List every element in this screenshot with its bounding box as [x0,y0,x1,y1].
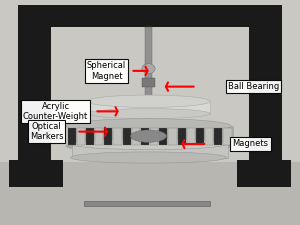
Ellipse shape [66,119,231,133]
Text: Magnets: Magnets [232,140,268,148]
Bar [205,128,213,145]
Bar [249,11,282,169]
Bar [18,11,51,169]
Bar [77,128,85,145]
Bar [87,101,210,114]
Text: Ball Bearing: Ball Bearing [228,82,279,91]
Text: Acrylic
Counter-Weight: Acrylic Counter-Weight [23,102,88,121]
Bar [84,201,210,206]
Bar [132,128,140,145]
Bar [214,128,222,145]
Bar [122,128,131,145]
Text: Optical
Markers: Optical Markers [30,122,63,141]
Bar [9,160,63,187]
Bar [86,128,94,145]
Bar [178,128,186,145]
Bar [196,128,204,145]
Ellipse shape [130,130,166,142]
Bar [237,160,291,187]
Bar [72,144,228,158]
Ellipse shape [87,109,210,119]
Ellipse shape [66,140,231,153]
Bar [113,128,122,145]
Bar [142,78,155,87]
Bar [168,128,177,145]
Bar [0,162,300,225]
Bar [104,128,112,145]
Bar [223,128,232,145]
Ellipse shape [87,95,210,108]
Text: Spherical
Magnet: Spherical Magnet [87,61,126,81]
Bar [187,128,195,145]
Circle shape [142,64,155,74]
Bar [68,126,232,146]
Bar [150,128,158,145]
Bar [141,128,149,145]
Ellipse shape [70,152,226,163]
Bar [145,27,152,158]
Bar [68,128,76,145]
Bar [95,128,103,145]
Bar [18,4,282,27]
Bar [159,128,167,145]
Ellipse shape [70,138,226,150]
